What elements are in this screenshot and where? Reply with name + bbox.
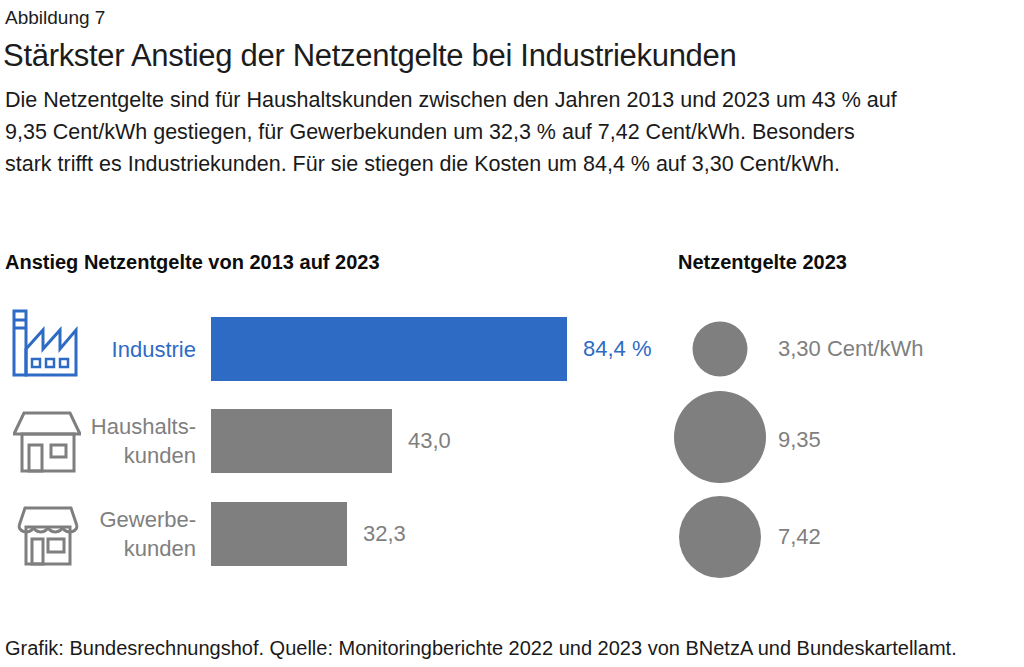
bar-industrie (211, 317, 567, 381)
cat-label-line: Gewerbe- (99, 505, 196, 534)
source-note: Grafik: Bundesrechnungshof. Quelle: Moni… (5, 637, 957, 660)
cat-label-line: Industrie (112, 335, 196, 364)
cat-label-line: Haushalts- (91, 412, 196, 441)
bar-value-gewerbekunden: 32,3 (363, 521, 406, 547)
bubble-chart-title: Netzentgelte 2023 (678, 251, 847, 274)
bar-row-haushaltskunden: 43,0 (211, 409, 451, 473)
figure-label: Abbildung 7 (5, 7, 105, 29)
subtitle-line: 9,35 Cent/kWh gestiegen, für Gewerbekund… (5, 120, 855, 145)
subtitle-line: stark trifft es Industriekunden. Für sie… (5, 152, 840, 177)
bubble-haushaltskunden (674, 391, 766, 483)
bar-category-label-haushaltskunden: Haushalts- kunden (60, 409, 196, 473)
bar-row-gewerbekunden: 32,3 (211, 502, 406, 566)
page-title: Stärkster Anstieg der Netzentgelte bei I… (3, 38, 736, 74)
bar-row-industrie: 84,4 % (211, 317, 652, 381)
infographic-page: Abbildung 7 Stärkster Anstieg der Netzen… (0, 0, 1024, 667)
bar-value-haushaltskunden: 43,0 (408, 428, 451, 454)
bar-haushaltskunden (211, 409, 392, 473)
bubble-value-industrie: 3,30 Cent/kWh (778, 336, 924, 362)
bar-value-industrie: 84,4 % (583, 336, 652, 362)
bar-category-label-industrie: Industrie (60, 317, 196, 381)
cat-label-line: kunden (124, 441, 196, 470)
bubble-value-haushaltskunden: 9,35 (778, 427, 821, 453)
bubble-gewerbekunden (679, 496, 761, 578)
bar-chart-title: Anstieg Netzentgelte von 2013 auf 2023 (5, 251, 380, 274)
bubble-industrie (693, 322, 748, 377)
subtitle-line: Die Netzentgelte sind für Haushaltskunde… (5, 88, 897, 113)
bar-gewerbekunden (211, 502, 347, 566)
bubble-value-gewerbekunden: 7,42 (778, 524, 821, 550)
bar-category-label-gewerbekunden: Gewerbe- kunden (60, 502, 196, 566)
cat-label-line: kunden (124, 534, 196, 563)
